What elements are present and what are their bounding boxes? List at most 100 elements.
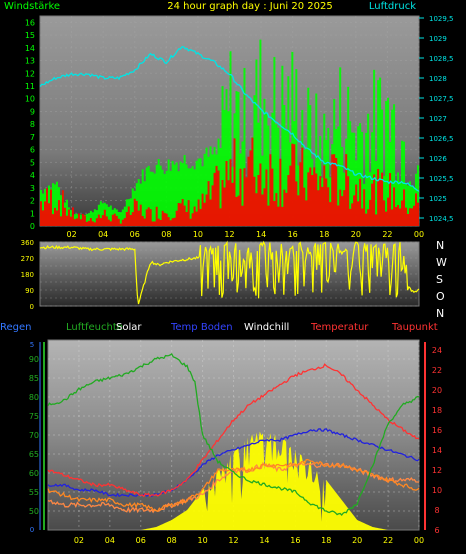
pressure-tick-label: 1025,5: [429, 175, 454, 183]
wind-x-tick-label: 02: [66, 230, 76, 239]
wind-x-tick-label: 08: [161, 230, 171, 239]
dir-label-n2: N: [436, 307, 444, 320]
pressure-tick-label: 1026: [429, 155, 447, 163]
pressure-line: [39, 46, 420, 192]
humidity-tick-label: 90: [29, 355, 39, 364]
dir-label-s: S: [436, 273, 443, 286]
dir-label-w: W: [436, 256, 447, 269]
climate-x-tick-label: 16: [290, 536, 300, 545]
wind-tick-label: 4: [30, 171, 35, 180]
temperature-tick-label: 10: [432, 486, 442, 495]
climate-x-tick-label: 18: [321, 536, 331, 545]
temperature-tick-label: 14: [432, 446, 442, 455]
axis-labels: 0123456789101112131415161024,510251025,5…: [21, 15, 454, 545]
climate-x-tick-label: 06: [136, 536, 146, 545]
rain-tick-label: 5: [30, 341, 34, 349]
climate-x-tick-label: 08: [167, 536, 177, 545]
wind-tick-label: 13: [25, 57, 35, 66]
temperature-tick-label: 24: [432, 346, 442, 355]
direction-plot-area: [39, 241, 420, 307]
wind-x-tick-label: 06: [130, 230, 140, 239]
direction-tick-label: 270: [21, 255, 34, 263]
temperature-tick-label: 6: [434, 526, 439, 535]
humidity-tick-label: 65: [29, 450, 39, 459]
wind-tick-label: 0: [30, 222, 35, 231]
pressure-tick-label: 1028: [429, 75, 447, 83]
climate-x-tick-label: 04: [105, 536, 115, 545]
legend-temp-floor: Temp Boden: [170, 322, 233, 333]
humidity-line: [47, 352, 420, 516]
climate-x-tick-label: 14: [259, 536, 269, 545]
wind-tick-label: 16: [25, 18, 35, 27]
windchill-line: [47, 458, 420, 513]
wind-tick-label: 8: [30, 120, 35, 129]
wind-x-tick-label: 20: [351, 230, 361, 239]
legend-windchill: Windchill: [244, 322, 289, 333]
wind-tick-label: 10: [25, 95, 35, 104]
climate-x-tick-label: 22: [383, 536, 393, 545]
humidity-tick-label: 55: [29, 488, 39, 497]
pressure-tick-label: 1029: [429, 35, 447, 43]
wind-x-tick-label: 12: [224, 230, 234, 239]
direction-line: [39, 240, 420, 305]
wind-x-tick-label: 14: [256, 230, 266, 239]
wind-x-tick-label: 10: [193, 230, 203, 239]
humidity-tick-label: 85: [29, 374, 39, 383]
humidity-tick-label: 80: [29, 393, 39, 402]
humidity-tick-label: 60: [29, 469, 39, 478]
climate-x-tick-label: 10: [197, 536, 207, 545]
climate-x-tick-label: 02: [74, 536, 84, 545]
wind-tick-label: 11: [25, 82, 35, 91]
pressure-tick-label: 1024,5: [429, 215, 454, 223]
dir-label-n1: N: [436, 239, 444, 252]
wind-tick-label: 7: [30, 133, 35, 142]
temperature-tick-label: 12: [432, 466, 442, 475]
floor-temp-line: [47, 428, 420, 498]
wind-tick-label: 12: [25, 69, 35, 78]
legend-temperature: Temperatur: [310, 322, 369, 333]
wind-tick-label: 14: [25, 44, 35, 53]
direction-marks: [39, 240, 420, 305]
pressure-tick-label: 1027: [429, 115, 447, 123]
wind-tick-label: 2: [30, 197, 35, 206]
legend-solar: Solar: [116, 322, 142, 333]
legend-rain: Regen: [0, 322, 32, 333]
rain-tick-label: 0: [30, 526, 34, 534]
chart-title: 24 hour graph day : Juni 20 2025: [167, 1, 333, 12]
temperature-tick-label: 8: [434, 506, 439, 515]
temperature-tick-label: 22: [432, 366, 442, 375]
wind-axis-label: Windstärke: [4, 1, 60, 12]
legend-dewpoint: Taupunkt: [391, 322, 438, 333]
temperature-tick-label: 20: [432, 386, 442, 395]
humidity-tick-label: 50: [29, 507, 39, 516]
wind-tick-label: 9: [30, 107, 35, 116]
direction-tick-label: 180: [21, 271, 34, 279]
climate-marks: [47, 352, 420, 530]
pressure-tick-label: 1028,5: [429, 55, 454, 63]
wind-x-tick-label: 04: [98, 230, 108, 239]
humidity-tick-label: 70: [29, 431, 39, 440]
climate-x-tick-label: 00: [414, 536, 424, 545]
legend-humidity: Luftfeuchte: [66, 322, 123, 333]
pressure-tick-label: 1026,5: [429, 135, 454, 143]
solar-area: [48, 431, 419, 530]
wind-tick-label: 3: [30, 184, 35, 193]
wind-tick-label: 5: [30, 158, 35, 167]
wind-x-tick-label: 00: [414, 230, 424, 239]
direction-tick-label: 360: [21, 239, 34, 247]
wind-x-tick-label: 16: [288, 230, 298, 239]
temperature-line: [47, 363, 420, 498]
pressure-axis-label: Luftdruck: [369, 1, 416, 12]
gust-area: [40, 137, 419, 226]
dir-label-o: O: [436, 290, 445, 303]
climate-x-tick-label: 20: [352, 536, 362, 545]
wind-marks: [39, 39, 420, 227]
wind-tick-label: 1: [30, 209, 35, 218]
direction-tick-label: 90: [25, 287, 34, 295]
pressure-tick-label: 1025: [429, 195, 447, 203]
temperature-tick-label: 18: [432, 406, 442, 415]
direction-tick-label: 0: [30, 303, 34, 311]
pressure-tick-label: 1029,5: [429, 15, 454, 23]
climate-x-tick-label: 12: [228, 536, 238, 545]
